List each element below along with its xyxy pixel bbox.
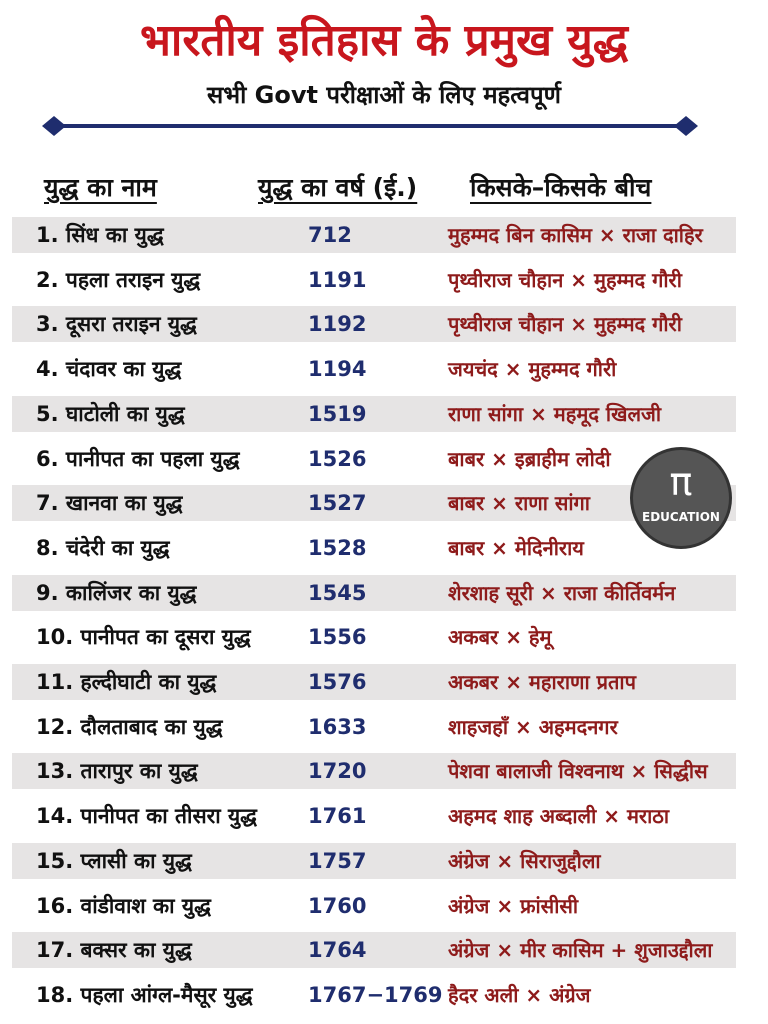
battle-year: 712 [308, 223, 352, 247]
row-band [12, 664, 736, 700]
battle-name: 1. सिंध का युद्ध [36, 223, 164, 247]
belligerents: पृथ्वीराज चौहान × मुहम्मद गौरी [448, 267, 682, 292]
logo: π EDUCATION [630, 447, 732, 549]
battle-name: 16. वांडीवाश का युद्ध [36, 893, 211, 918]
battle-year: 1764 [308, 938, 367, 963]
divider [42, 116, 698, 136]
row-band [12, 932, 736, 969]
battle-year: 1526 [308, 446, 367, 471]
battle-name: 14. पानीपत का तीसरा युद्ध [36, 804, 257, 829]
battle-year: 1633 [308, 714, 367, 739]
logo-text: EDUCATION [642, 510, 720, 524]
belligerents: शाहजहाँ × अहमदनगर [448, 714, 618, 739]
row-band [12, 574, 736, 611]
belligerents: बाबर × मेदिनीराय [448, 535, 584, 560]
battle-name: 18. पहला आंग्ल-मैसूर युद्ध [36, 982, 253, 1007]
battle-year: 1757 [308, 848, 367, 873]
battle-year: 1194 [308, 357, 367, 382]
battle-name: 15. प्लासी का युद्ध [36, 848, 192, 873]
belligerents: अंग्रेज × सिराजुद्दौला [448, 848, 601, 873]
battle-year: 1191 [308, 267, 367, 292]
battle-name: 6. पानीपत का पहला युद्ध [36, 446, 240, 471]
battle-name: 4. चंदावर का युद्ध [36, 357, 182, 382]
battle-year: 1720 [308, 759, 367, 784]
belligerents: शेरशाह सूरी × राजा कीर्तिवर्मन [448, 580, 676, 605]
battle-name: 3. दूसरा तराइन युद्ध [36, 312, 197, 337]
logo-symbol: π [669, 460, 693, 504]
belligerents: पृथ्वीराज चौहान × मुहम्मद गौरी [448, 312, 682, 337]
battle-year: 1519 [308, 401, 367, 426]
belligerents: अकबर × महाराणा प्रताप [448, 670, 636, 694]
belligerents: बाबर × इब्राहीम लोदी [448, 446, 611, 471]
row-band [12, 753, 736, 790]
belligerents: अंग्रेज × मीर कासिम + शुजाउद्दौला [448, 938, 713, 963]
belligerents: पेशवा बालाजी विश्वनाथ × सिद्धीस [448, 759, 708, 784]
battle-year: 1576 [308, 670, 367, 694]
column-header: युद्ध का वर्ष (ई.) [258, 173, 418, 202]
battle-name: 2. पहला तराइन युद्ध [36, 267, 201, 292]
belligerents: हैदर अली × अंग्रेज [448, 982, 591, 1007]
belligerents: अंग्रेज × फ्रांसीसी [448, 893, 579, 918]
row-band [12, 842, 736, 879]
battle-name: 5. घाटोली का युद्ध [36, 401, 185, 426]
belligerents: राणा सांगा × महमूद खिलजी [448, 401, 662, 426]
row-band [12, 395, 736, 432]
column-header: किसके–किसके बीच [470, 173, 652, 202]
battle-year: 1767−1769 [308, 982, 443, 1007]
belligerents: जयचंद × मुहम्मद गौरी [448, 357, 617, 382]
battle-name: 9. कालिंजर का युद्ध [36, 580, 197, 605]
battle-name: 13. तारापुर का युद्ध [36, 759, 198, 784]
row-band [12, 306, 736, 343]
battle-name: 17. बक्सर का युद्ध [36, 938, 192, 963]
belligerents: मुहम्मद बिन कासिम × राजा दाहिर [448, 223, 703, 247]
column-header: युद्ध का नाम [44, 173, 157, 202]
row-band [12, 485, 736, 522]
battle-year: 1527 [308, 491, 367, 516]
battle-year: 1760 [308, 893, 367, 918]
battle-year: 1761 [308, 804, 367, 829]
battle-name: 12. दौलताबाद का युद्ध [36, 714, 223, 739]
battle-name: 8. चंदेरी का युद्ध [36, 535, 170, 560]
subtitle: सभी Govt परीक्षाओं के लिए महत्वपूर्ण [207, 81, 561, 109]
belligerents: अकबर × हेमू [448, 625, 552, 650]
row-band [12, 217, 736, 253]
belligerents: बाबर × राणा सांगा [448, 491, 590, 516]
battle-name: 10. पानीपत का दूसरा युद्ध [36, 625, 251, 650]
title: भारतीय इतिहास के प्रमुख युद्ध [140, 15, 628, 66]
belligerents: अहमद शाह अब्दाली × मराठा [448, 804, 670, 829]
battle-name: 7. खानवा का युद्ध [36, 491, 183, 516]
battle-year: 1528 [308, 535, 367, 560]
battle-year: 1545 [308, 580, 367, 605]
battle-year: 1192 [308, 312, 367, 337]
battle-year: 1556 [308, 625, 367, 650]
battle-name: 11. हल्दीघाटी का युद्ध [36, 670, 217, 694]
